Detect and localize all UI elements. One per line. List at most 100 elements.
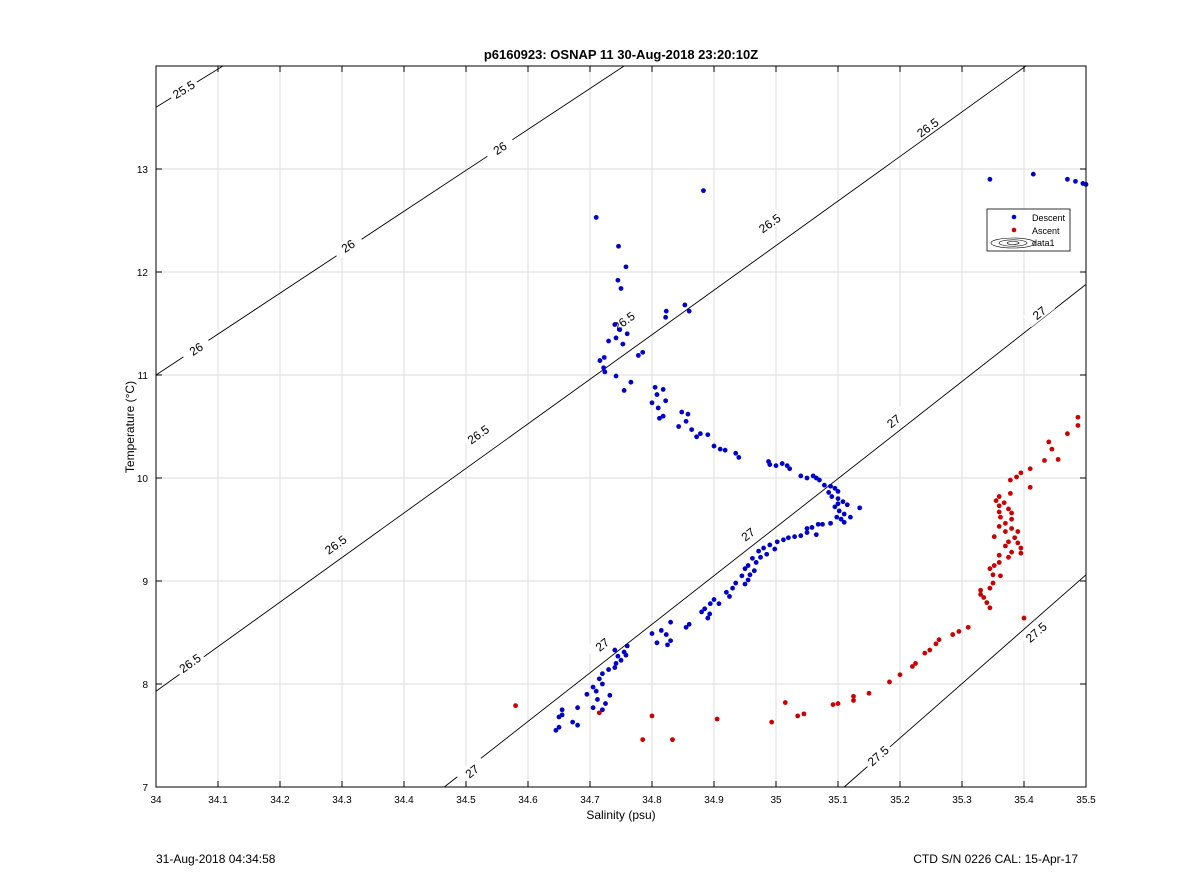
descent-point — [697, 431, 703, 437]
descent-point — [624, 643, 630, 649]
descent-point — [747, 572, 753, 578]
descent-point — [834, 514, 840, 520]
ascent-point — [1007, 477, 1013, 483]
descent-point — [745, 563, 751, 568]
descent-point — [702, 606, 708, 612]
descent-point — [841, 511, 847, 517]
contour-label: 26 — [179, 334, 213, 363]
contour-label-bg — [607, 306, 640, 336]
descent-point — [623, 652, 629, 658]
descent-point — [764, 551, 770, 557]
contour-label-bg — [585, 629, 618, 659]
ascent-point — [1018, 550, 1024, 556]
descent-point — [620, 341, 626, 347]
ascent-point — [1018, 545, 1024, 551]
ascent-point — [990, 572, 996, 578]
descent-point — [733, 450, 739, 456]
descent-point — [739, 573, 745, 579]
descent-point — [668, 638, 673, 644]
descent-point — [618, 286, 624, 291]
contour-label-bg — [752, 208, 786, 238]
ascent-point — [769, 719, 775, 725]
y-tick-label: 11 — [138, 371, 149, 382]
descent-point — [1030, 171, 1036, 177]
legend-box — [986, 208, 1071, 252]
ascent-point — [978, 591, 983, 597]
contour-label-bg — [173, 648, 206, 678]
ascent-point — [1018, 470, 1024, 476]
descent-point — [742, 581, 748, 587]
ascent-point — [1049, 446, 1055, 452]
descent-point — [617, 327, 623, 333]
contour-label: 27.5 — [861, 740, 894, 771]
descent-point — [701, 188, 706, 194]
contour-label-bg — [877, 405, 910, 436]
ascent-point — [996, 503, 1002, 509]
ascent-point — [596, 710, 602, 716]
descent-point — [679, 409, 685, 415]
descent-point — [753, 560, 759, 565]
ascent-point — [835, 701, 841, 706]
plot-frame — [155, 65, 1087, 788]
footer-timestamp: 31-Aug-2018 04:34:58 — [156, 852, 276, 866]
ascent-point — [987, 585, 993, 591]
descent-point — [575, 705, 580, 711]
descent-point — [616, 243, 621, 249]
ascent-point — [1027, 484, 1033, 490]
contour-label: 26.5 — [318, 529, 352, 559]
descent-point — [835, 501, 841, 507]
descent-point — [705, 432, 711, 438]
ascent-point — [1065, 431, 1070, 437]
descent-point — [722, 447, 728, 453]
descent-point — [717, 446, 723, 452]
descent-point — [676, 424, 682, 429]
descent-point — [600, 671, 605, 677]
descent-point — [835, 488, 841, 494]
descent-point — [649, 400, 655, 406]
descent-series — [553, 171, 1089, 733]
ascent-point — [998, 573, 1003, 579]
descent-point — [1073, 178, 1078, 184]
ascent-point — [1075, 423, 1081, 428]
descent-point — [596, 676, 602, 682]
y-tick-label: 8 — [142, 680, 148, 691]
descent-point — [787, 466, 793, 472]
descent-point — [613, 335, 619, 341]
y-tick-label: 13 — [137, 165, 149, 176]
ascent-point — [1015, 529, 1021, 534]
contour-label: 27 — [877, 405, 910, 436]
ascent-point — [990, 580, 996, 586]
descent-point — [683, 418, 689, 424]
contour-label-bg — [911, 112, 944, 142]
descent-point — [624, 331, 630, 337]
descent-point — [602, 369, 608, 375]
descent-point — [817, 477, 822, 483]
ascent-point — [1075, 414, 1081, 420]
descent-point — [758, 554, 763, 560]
descent-point — [686, 308, 692, 314]
descent-point — [813, 532, 819, 538]
descent-point — [742, 566, 748, 572]
descent-point — [652, 384, 658, 390]
x-tick-label: 34.9 — [704, 795, 724, 806]
ascent-point — [1027, 466, 1033, 472]
descent-point — [689, 427, 695, 432]
descent-point — [815, 521, 821, 527]
ascent-point — [851, 698, 856, 703]
ascent-point — [1009, 526, 1014, 531]
ascent-point — [991, 534, 997, 540]
ascent-point — [996, 560, 1002, 565]
ascent-point — [1003, 520, 1008, 526]
descent-point — [829, 494, 835, 499]
descent-point — [781, 537, 786, 543]
x-tick-label: 35.1 — [828, 795, 848, 806]
descent-point — [705, 615, 711, 621]
contour-label: 25.5 — [166, 75, 200, 103]
descent-point — [792, 534, 797, 540]
x-tick-label: 34.8 — [642, 795, 662, 806]
descent-point — [654, 392, 660, 397]
descent-point — [857, 505, 863, 511]
ascent-point — [1009, 549, 1014, 555]
contour-label-bg — [731, 519, 764, 549]
